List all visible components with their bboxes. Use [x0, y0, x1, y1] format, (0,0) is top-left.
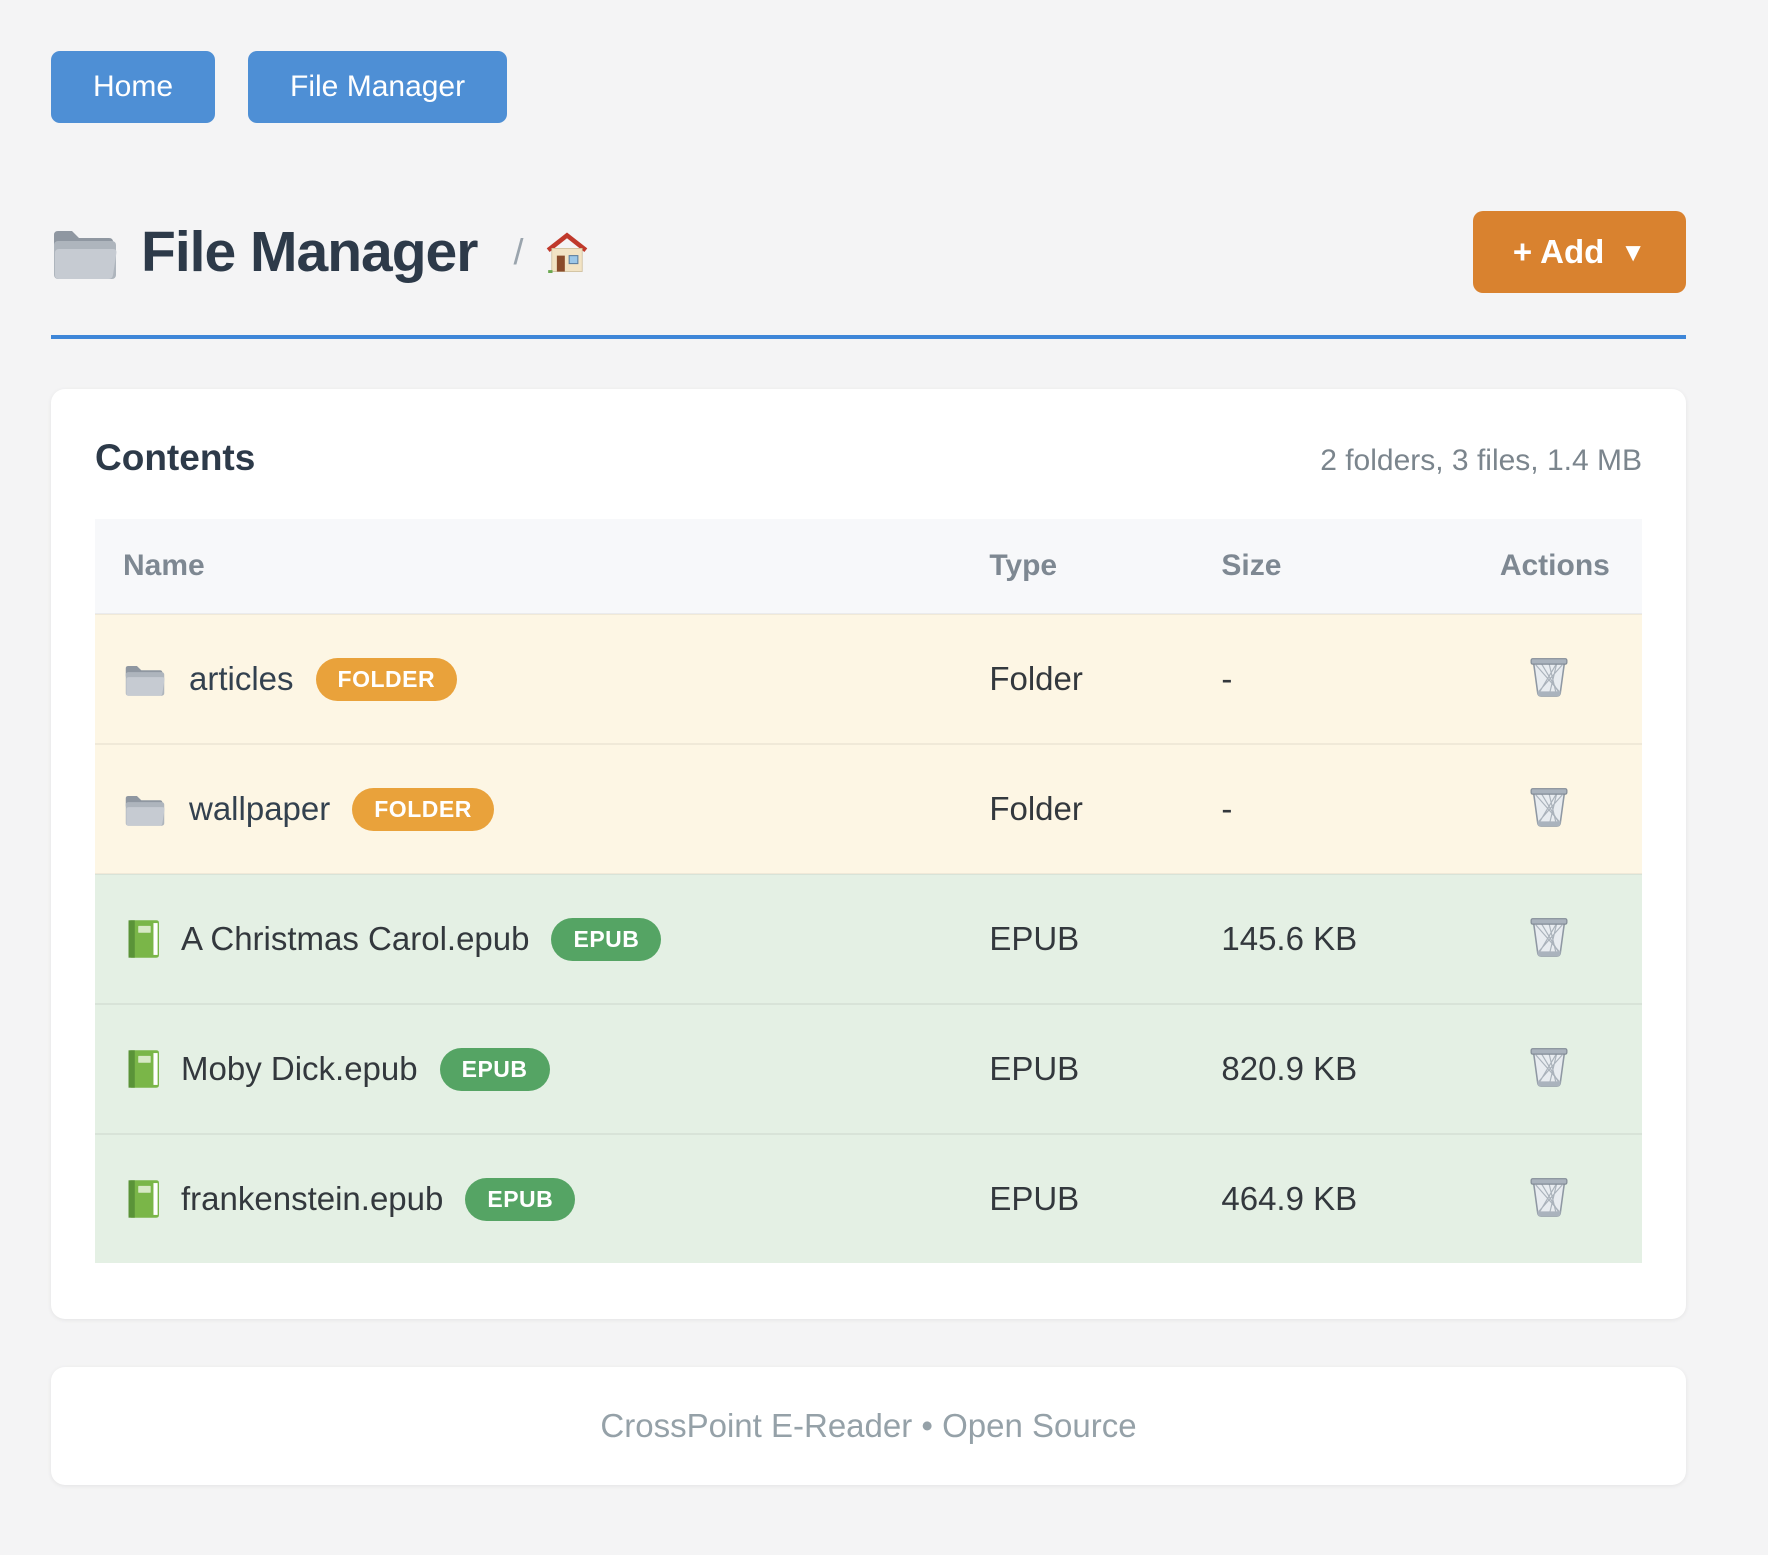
add-button-label: + Add	[1512, 233, 1605, 270]
column-header-size: Size	[1193, 519, 1472, 614]
delete-button[interactable]	[1528, 911, 1570, 959]
item-type: Folder	[961, 743, 1194, 874]
page-header: File Manager / + Add ▼	[51, 211, 1686, 293]
type-badge: EPUB	[465, 1177, 576, 1221]
item-name: articles	[189, 660, 294, 697]
wastebasket-icon	[1528, 651, 1570, 699]
type-badge: FOLDER	[352, 787, 494, 831]
add-button[interactable]: + Add ▼	[1472, 211, 1686, 293]
type-badge: EPUB	[439, 1047, 550, 1091]
table-row[interactable]: A Christmas Carol.epub EPUB EPUB 145.6 K…	[95, 873, 1642, 1004]
wastebasket-icon	[1528, 781, 1570, 829]
nav-file-manager-button[interactable]: File Manager	[248, 51, 508, 123]
item-name: Moby Dick.epub	[181, 1050, 418, 1087]
delete-button[interactable]	[1528, 1171, 1570, 1219]
file-table: Name Type Size Actions articles FOLDER F…	[95, 519, 1642, 1263]
type-badge: FOLDER	[315, 657, 458, 701]
column-header-name: Name	[95, 519, 962, 614]
green-book-icon	[123, 1177, 159, 1221]
nav-home-button[interactable]: Home	[51, 51, 216, 123]
item-name: A Christmas Carol.epub	[181, 920, 530, 957]
column-header-type: Type	[961, 519, 1194, 614]
footer-text: CrossPoint E-Reader • Open Source	[600, 1407, 1137, 1444]
footer: CrossPoint E-Reader • Open Source	[51, 1367, 1686, 1485]
file-name-cell[interactable]: articles FOLDER	[123, 657, 933, 701]
wastebasket-icon	[1528, 1041, 1570, 1089]
chevron-down-icon: ▼	[1620, 236, 1646, 267]
file-name-cell[interactable]: A Christmas Carol.epub EPUB	[123, 917, 933, 961]
table-header-row: Name Type Size Actions	[95, 519, 1642, 614]
item-size: 145.6 KB	[1193, 873, 1472, 1004]
item-type: EPUB	[961, 873, 1194, 1004]
contents-card: Contents 2 folders, 3 files, 1.4 MB Name…	[51, 389, 1686, 1319]
item-size: -	[1193, 613, 1472, 744]
item-size: 820.9 KB	[1193, 1003, 1472, 1134]
wastebasket-icon	[1528, 911, 1570, 959]
item-size: -	[1193, 743, 1472, 874]
header-divider	[51, 335, 1686, 339]
table-row[interactable]: Moby Dick.epub EPUB EPUB 820.9 KB	[95, 1003, 1642, 1134]
file-name-cell[interactable]: Moby Dick.epub EPUB	[123, 1047, 933, 1091]
column-header-actions: Actions	[1471, 519, 1642, 614]
item-name: frankenstein.epub	[181, 1180, 444, 1217]
file-name-cell[interactable]: wallpaper FOLDER	[123, 787, 933, 831]
file-table-body: articles FOLDER Folder - wallpaper FOLDE…	[95, 613, 1642, 1263]
green-book-icon	[123, 1047, 159, 1091]
top-nav: Home File Manager	[51, 51, 1686, 123]
green-book-icon	[123, 917, 159, 961]
table-row[interactable]: frankenstein.epub EPUB EPUB 464.9 KB	[95, 1133, 1642, 1263]
wastebasket-icon	[1528, 1171, 1570, 1219]
file-name-cell[interactable]: frankenstein.epub EPUB	[123, 1177, 933, 1221]
delete-button[interactable]	[1528, 651, 1570, 699]
contents-title: Contents	[95, 437, 256, 478]
item-type: EPUB	[961, 1133, 1194, 1263]
item-name: wallpaper	[189, 790, 331, 827]
breadcrumb-separator: /	[513, 231, 524, 272]
home-icon[interactable]	[545, 231, 589, 273]
page-title: File Manager	[141, 220, 478, 284]
delete-button[interactable]	[1528, 781, 1570, 829]
delete-button[interactable]	[1528, 1041, 1570, 1089]
item-size: 464.9 KB	[1193, 1133, 1472, 1263]
contents-summary: 2 folders, 3 files, 1.4 MB	[1320, 444, 1642, 477]
table-row[interactable]: articles FOLDER Folder -	[95, 613, 1642, 744]
item-type: Folder	[961, 613, 1194, 744]
folder-icon	[51, 223, 119, 281]
table-row[interactable]: wallpaper FOLDER Folder -	[95, 743, 1642, 874]
folder-icon	[123, 661, 167, 697]
item-type: EPUB	[961, 1003, 1194, 1134]
folder-icon	[123, 791, 167, 827]
type-badge: EPUB	[551, 917, 662, 961]
